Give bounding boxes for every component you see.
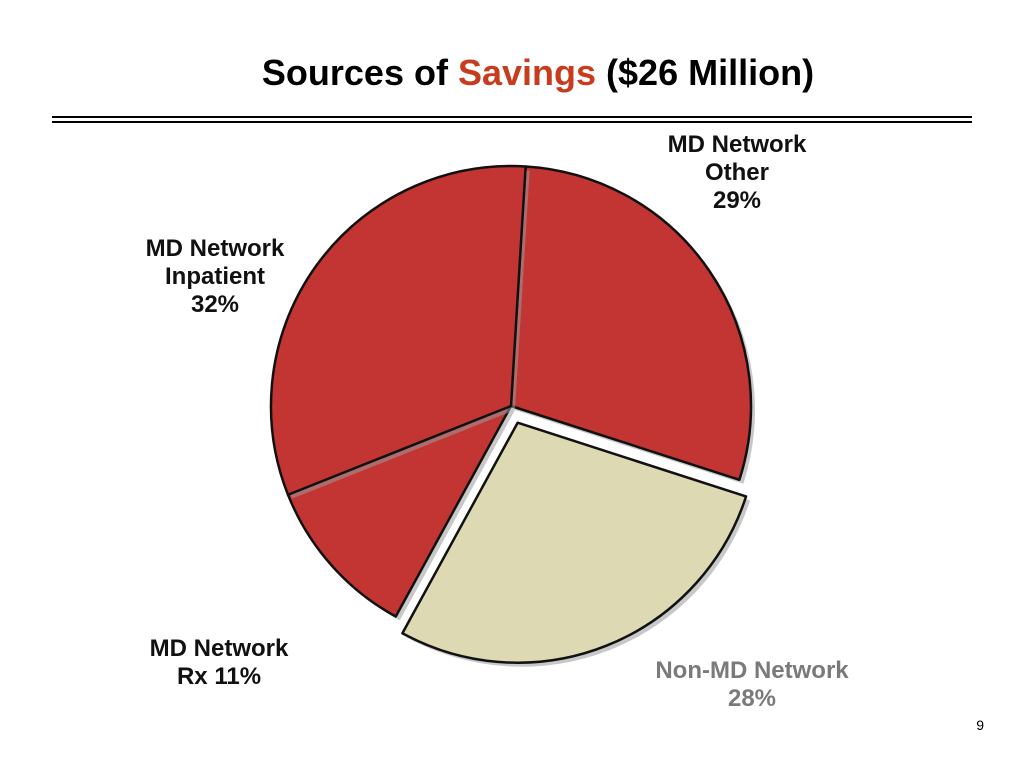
slide-title: Sources of Savings ($26 Million) [0, 52, 1024, 94]
slice-label-md-network-inpatient: MD Network Inpatient 32% [145, 235, 285, 318]
page-number: 9 [976, 717, 984, 733]
slice-label-md-network-other: MD Network Other 29% [667, 131, 807, 214]
slice-label-md-network-rx: MD Network Rx 11% [149, 635, 289, 690]
title-rule-top [52, 116, 972, 118]
title-accent: Savings [457, 52, 597, 93]
pie-slice-non-md-network [401, 421, 748, 664]
title-prefix: Sources of [261, 52, 448, 93]
title-suffix: ($26 Million) [606, 52, 815, 93]
title-rule-bottom [52, 121, 972, 123]
pie-slice-md-network-rx [286, 404, 513, 618]
slice-label-non-md-network: Non-MD Network 28% [655, 657, 849, 712]
pie-slice-md-network-other [509, 165, 753, 482]
pie-slice-md-network-inpatient [269, 164, 527, 496]
